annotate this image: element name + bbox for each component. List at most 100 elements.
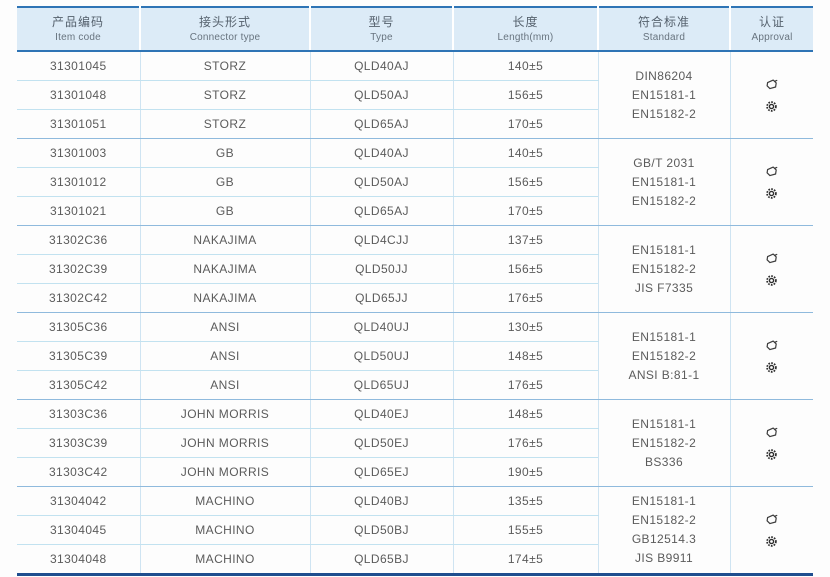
type-cell: QLD65BJ (309, 544, 453, 575)
connector-type-cell: JOHN MORRIS (139, 457, 310, 487)
gear-seal-icon (766, 187, 778, 199)
connector-type-cell: STORZ (139, 80, 310, 110)
standard-line: EN15182-2 (631, 261, 697, 276)
standard-line: EN15182-2 (631, 435, 697, 450)
standard-line: EN15181-1 (631, 174, 697, 189)
standard-line: ANSI B:81-1 (628, 367, 700, 382)
item-code-cell: 31301051 (17, 109, 140, 139)
item-code-cell: 31303C39 (17, 428, 140, 458)
approval-cell (729, 225, 813, 313)
approval-cell (729, 399, 814, 487)
item-code-cell: 31302C42 (17, 283, 140, 313)
approval-icon-stack (731, 165, 814, 200)
standard-line: EN15182-2 (631, 348, 697, 363)
length-cell: 130±5 (452, 312, 598, 342)
standard-line: EN15181-1 (631, 242, 697, 257)
item-code-cell: 31301012 (17, 167, 140, 197)
standard-line: JIS F7335 (634, 280, 694, 295)
table-row: 31302C36 NAKAJIMA QLD4CJJ 137±5 EN15181-1 EN1… (17, 225, 813, 313)
connector-type-cell: NAKAJIMA (139, 254, 310, 284)
col-header-en-label: Type (370, 32, 393, 43)
item-code-cell: 31301003 (17, 138, 140, 168)
type-cell: QLD50EJ (309, 428, 453, 458)
approval-icon-stack (731, 339, 814, 374)
table-row: 31302C39 NAKAJIMA QLD50JJ 156±5 (17, 254, 813, 284)
table-row: 31304048 MACHINO QLD65BJ 174±5 (17, 544, 813, 575)
col-header-en-label: Item code (55, 32, 101, 43)
type-cell: QLD40UJ (309, 312, 453, 342)
col-header-zh-label: 型号 (368, 15, 395, 29)
length-cell: 156±5 (452, 167, 598, 197)
length-cell: 170±5 (452, 109, 598, 139)
col-header-connector-type: 接头形式 Connector type (139, 7, 310, 52)
certificate-stamp-icon (766, 427, 778, 437)
approval-cell (729, 51, 814, 139)
type-cell: QLD40AJ (309, 51, 453, 81)
length-cell: 170±5 (452, 196, 598, 226)
type-cell: QLD65AJ (309, 109, 453, 139)
approval-cell (729, 312, 814, 400)
length-cell: 174±5 (452, 544, 598, 575)
length-cell: 137±5 (452, 225, 598, 255)
gear-seal-icon (766, 535, 778, 547)
type-cell: QLD40AJ (309, 138, 453, 168)
type-cell: QLD40EJ (309, 399, 453, 429)
table-row: 31305C36 ANSI QLD40UJ 130±5 EN15181-1 EN15182… (17, 312, 813, 400)
length-cell: 190±5 (452, 457, 598, 487)
length-cell: 135±5 (452, 486, 598, 516)
item-code-cell: 31301045 (17, 51, 140, 81)
col-header-en-label: Approval (751, 32, 793, 43)
connector-type-cell: GB (139, 196, 310, 226)
type-cell: QLD65JJ (309, 283, 453, 313)
col-header-approval: 认证 Approval (729, 7, 813, 52)
item-code-cell: 31304048 (17, 544, 140, 575)
col-header-length: 长度 Length(mm) (452, 7, 598, 52)
approval-icon-stack (731, 78, 814, 113)
table-row: 31301012 GB QLD50AJ 156±5 (17, 167, 813, 197)
certificate-stamp-icon (766, 253, 778, 263)
standard-cell: DIN86204 EN15181-1 EN15182-2 (597, 51, 730, 139)
table-row: 31302C42 NAKAJIMA QLD65JJ 176±5 (17, 283, 813, 313)
approval-icon-stack (731, 426, 814, 461)
table-row: 31303C36 JOHN MORRIS QLD40EJ 148±5 EN15181-1… (17, 399, 813, 487)
standard-cell: GB/T 2031 EN15181-1 EN15182-2 (597, 138, 730, 226)
type-cell: QLD65UJ (309, 370, 453, 400)
table-row: 31301051 STORZ QLD65AJ 170±5 (17, 109, 813, 139)
standard-line: BS336 (644, 454, 684, 469)
length-cell: 176±5 (452, 428, 598, 458)
connector-type-cell: GB (139, 167, 310, 197)
connector-type-cell: JOHN MORRIS (139, 428, 310, 458)
item-code-cell: 31304042 (17, 486, 140, 516)
col-header-zh-label: 接头形式 (198, 15, 251, 29)
col-header-en-label: Length(mm) (497, 32, 554, 43)
col-header-en-label: Standard (642, 32, 686, 43)
length-cell: 176±5 (452, 370, 598, 400)
connector-type-cell: STORZ (139, 51, 310, 81)
type-cell: QLD50AJ (309, 80, 453, 110)
type-cell: QLD50BJ (309, 515, 453, 545)
type-cell: QLD40BJ (309, 486, 453, 516)
length-cell: 156±5 (452, 254, 598, 284)
connector-type-cell: ANSI (139, 341, 310, 371)
col-header-type: 型号 Type (309, 7, 453, 52)
col-header-standard: 符合标准 Standard (597, 7, 730, 52)
certificate-stamp-icon (766, 340, 778, 350)
standard-line: EN15181-1 (631, 329, 697, 344)
type-cell: QLD50JJ (309, 254, 453, 284)
item-code-cell: 31305C36 (17, 312, 140, 342)
table-row: 31303C39 JOHN MORRIS QLD50EJ 176±5 (17, 428, 813, 458)
standard-line: GB/T 2031 (633, 155, 695, 170)
col-header-zh-label: 符合标准 (637, 15, 690, 29)
connector-type-cell: MACHINO (139, 515, 310, 545)
item-code-cell: 31305C39 (17, 341, 140, 371)
connector-type-cell: STORZ (139, 109, 310, 139)
table-row: 31304045 MACHINO QLD50BJ 155±5 (17, 515, 813, 545)
item-code-cell: 31302C36 (17, 225, 140, 255)
length-cell: 148±5 (452, 341, 598, 371)
approval-cell (729, 138, 814, 226)
type-cell: QLD50AJ (309, 167, 453, 197)
col-header-zh-label: 认证 (758, 15, 785, 29)
connector-type-cell: MACHINO (139, 486, 310, 516)
table-header-row: 产品编码 Item code 接头形式 Connector type 型号 Type 长度 L… (17, 7, 813, 52)
